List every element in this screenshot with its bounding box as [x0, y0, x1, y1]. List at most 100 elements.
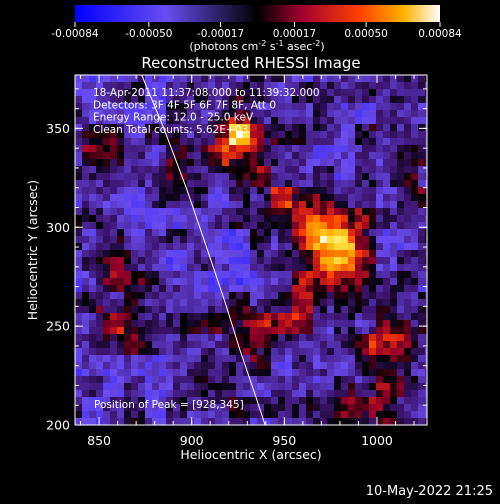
heatmap-cell — [145, 362, 153, 370]
heatmap-cell — [355, 362, 363, 370]
heatmap-cell — [215, 103, 223, 111]
heatmap-cell — [208, 117, 216, 125]
heatmap-cell — [341, 299, 349, 307]
heatmap-cell — [229, 411, 237, 419]
heatmap-cell — [159, 369, 167, 377]
heatmap-cell — [82, 187, 90, 195]
heatmap-cell — [215, 131, 223, 139]
heatmap-cell — [257, 145, 265, 153]
heatmap-cell — [208, 103, 216, 111]
heatmap-cell — [152, 334, 160, 342]
heatmap-cell — [173, 285, 181, 293]
heatmap-cell — [117, 222, 125, 230]
heatmap-cell — [264, 362, 272, 370]
heatmap-cell — [138, 306, 146, 314]
heatmap-cell — [187, 306, 195, 314]
heatmap-cell — [313, 306, 321, 314]
heatmap-cell — [425, 320, 427, 328]
heatmap-cell — [383, 327, 391, 335]
heatmap-cell — [383, 89, 391, 97]
heatmap-cell — [411, 229, 419, 237]
heatmap-cell — [425, 285, 427, 293]
heatmap-cell — [355, 341, 363, 349]
heatmap-cell — [306, 173, 314, 181]
heatmap-cell — [418, 208, 426, 216]
heatmap-cell — [173, 355, 181, 363]
heatmap-cell — [152, 236, 160, 244]
heatmap-cell — [418, 320, 426, 328]
heatmap-cell — [124, 180, 132, 188]
heatmap-cell — [425, 208, 427, 216]
heatmap-cell — [138, 159, 146, 167]
heatmap-cell — [89, 229, 97, 237]
heatmap-cell — [369, 362, 377, 370]
heatmap-cell — [299, 103, 307, 111]
heatmap-cell — [250, 96, 258, 104]
heatmap-cell — [89, 250, 97, 258]
heatmap-cell — [299, 194, 307, 202]
heatmap-cell — [397, 103, 405, 111]
heatmap-cell — [222, 159, 230, 167]
heatmap-cell — [243, 341, 251, 349]
heatmap-cell — [89, 320, 97, 328]
heatmap-cell — [152, 369, 160, 377]
heatmap-cell — [215, 124, 223, 132]
heatmap-cell — [390, 89, 398, 97]
heatmap-cell — [117, 320, 125, 328]
heatmap-cell — [138, 327, 146, 335]
heatmap-cell — [208, 201, 216, 209]
heatmap-cell — [348, 152, 356, 160]
heatmap-cell — [236, 236, 244, 244]
heatmap-cell — [124, 138, 132, 146]
heatmap-cell — [397, 348, 405, 356]
heatmap-cell — [257, 82, 265, 90]
heatmap-cell — [264, 110, 272, 118]
heatmap-cell — [383, 243, 391, 251]
heatmap-cell — [418, 75, 426, 83]
heatmap-cell — [264, 250, 272, 258]
heatmap-cell — [159, 96, 167, 104]
heatmap-cell — [243, 131, 251, 139]
heatmap-cell — [278, 194, 286, 202]
heatmap-cell — [376, 313, 384, 321]
heatmap-cell — [348, 159, 356, 167]
heatmap-cell — [180, 285, 188, 293]
heatmap-cell — [131, 397, 139, 405]
heatmap-cell — [327, 397, 335, 405]
heatmap-cell — [152, 201, 160, 209]
heatmap-cell — [383, 201, 391, 209]
heatmap-cell — [341, 201, 349, 209]
heatmap-cell — [299, 397, 307, 405]
heatmap-cell — [124, 327, 132, 335]
heatmap-cell — [306, 376, 314, 384]
heatmap-cell — [320, 327, 328, 335]
heatmap-cell — [75, 411, 83, 419]
heatmap-cell — [348, 404, 356, 412]
heatmap-cell — [131, 320, 139, 328]
heatmap-cell — [180, 194, 188, 202]
heatmap-cell — [425, 131, 427, 139]
heatmap-cell — [180, 320, 188, 328]
heatmap-cell — [355, 292, 363, 300]
heatmap-cell — [334, 390, 342, 398]
heatmap-cell — [180, 110, 188, 118]
heatmap-cell — [390, 110, 398, 118]
heatmap-cell — [341, 390, 349, 398]
heatmap-cell — [306, 243, 314, 251]
heatmap-cell — [131, 187, 139, 195]
heatmap-cell — [159, 103, 167, 111]
heatmap-cell — [82, 257, 90, 265]
heatmap-cell — [124, 208, 132, 216]
heatmap-cell — [285, 334, 293, 342]
heatmap-cell — [117, 208, 125, 216]
heatmap-cell — [355, 250, 363, 258]
heatmap-cell — [369, 117, 377, 125]
heatmap-cell — [89, 418, 97, 425]
heatmap-cell — [278, 173, 286, 181]
heatmap-cell — [397, 124, 405, 132]
heatmap-cell — [124, 103, 132, 111]
heatmap-cell — [376, 355, 384, 363]
heatmap-cell — [166, 320, 174, 328]
heatmap-cell — [348, 229, 356, 237]
heatmap-cell — [278, 376, 286, 384]
